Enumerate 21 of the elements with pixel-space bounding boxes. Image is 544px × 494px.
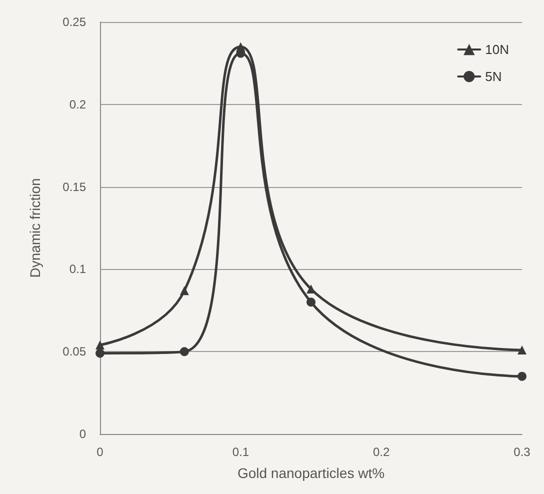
- x-tick-label: 0.3: [514, 445, 531, 459]
- x-tick-label: 0: [96, 445, 104, 459]
- point: [180, 347, 189, 356]
- y-tick-label: 0: [79, 427, 86, 441]
- y-tick-label: 0.2: [69, 97, 86, 112]
- point: [306, 298, 316, 307]
- y-tick-label: 0.05: [62, 344, 86, 359]
- point: [96, 348, 104, 358]
- x-tick-label: 0.1: [232, 445, 250, 459]
- point: [96, 340, 104, 350]
- x-tick-label: 0.2: [372, 445, 390, 459]
- legend-label: 10N: [485, 42, 510, 57]
- legend-label: 5N: [485, 69, 502, 84]
- x-axis-title: Gold nanoparticles wt%: [237, 465, 385, 481]
- point: [518, 345, 526, 354]
- y-tick-label: 0.25: [62, 15, 86, 29]
- y-axis-title: Dynamic friction: [27, 178, 43, 278]
- point: [180, 286, 189, 296]
- y-tick-label: 0.15: [62, 180, 86, 194]
- y-tick-label: 0.1: [69, 262, 86, 276]
- point: [518, 372, 526, 381]
